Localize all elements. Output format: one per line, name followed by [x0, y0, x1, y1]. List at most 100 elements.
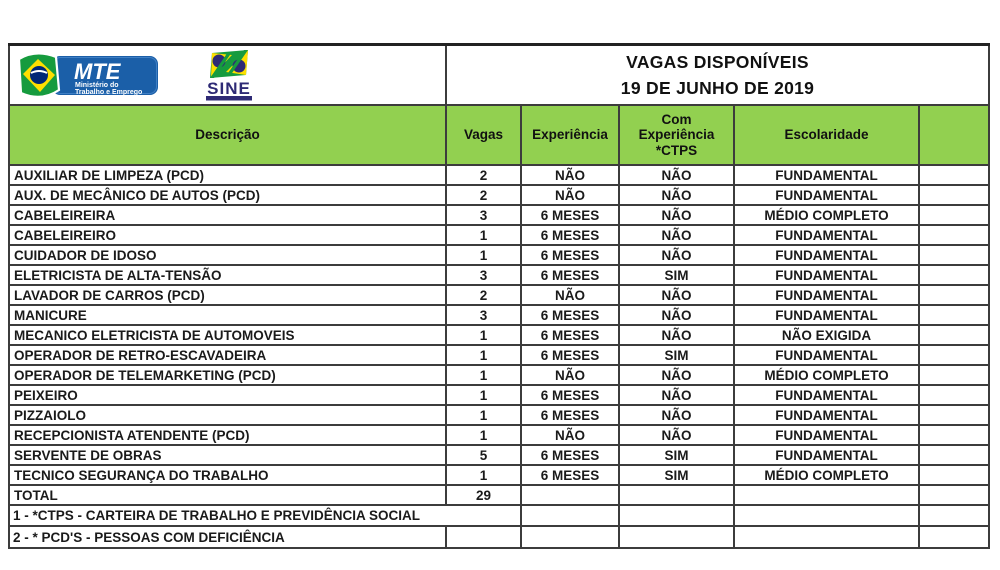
job-row: TECNICO SEGURANÇA DO TRABALHO 1 6 MESES …: [8, 464, 991, 486]
empty-cell: [520, 484, 620, 506]
cell-ctps: SIM: [618, 444, 735, 466]
logo-title-row: MTE Ministério do Trabalho e Emprego: [8, 43, 991, 106]
column-header-vagas: Vagas: [445, 104, 522, 166]
cell-descricao: MANICURE: [8, 304, 447, 326]
sine-label: SINE: [207, 79, 251, 98]
cell-experiencia: 6 MESES: [520, 204, 620, 226]
empty-cell: [520, 525, 620, 549]
cell-experiencia: NÃO: [520, 184, 620, 206]
empty-cell: [917, 484, 991, 506]
job-row: LAVADOR DE CARROS (PCD) 2 NÃO NÃO FUNDAM…: [8, 284, 991, 306]
empty-cell: [733, 484, 920, 506]
empty-cell: [520, 504, 620, 527]
empty-cell: [917, 184, 991, 206]
cell-vagas: 3: [445, 204, 522, 226]
footnote-pcd: 2 - * PCD'S - PESSOAS COM DEFICIÊNCIA: [8, 525, 447, 549]
cell-vagas: 1: [445, 244, 522, 266]
logos: MTE Ministério do Trabalho e Emprego: [14, 48, 445, 102]
job-row: ELETRICISTA DE ALTA-TENSÃO 3 6 MESES SIM…: [8, 264, 991, 286]
cell-descricao: CABELEIREIRA: [8, 204, 447, 226]
empty-cell: [618, 504, 735, 527]
cell-vagas: 2: [445, 284, 522, 306]
cell-vagas: 3: [445, 264, 522, 286]
cell-descricao: LAVADOR DE CARROS (PCD): [8, 284, 447, 306]
empty-cell: [917, 164, 991, 186]
cell-experiencia: 6 MESES: [520, 304, 620, 326]
empty-cell: [917, 525, 991, 549]
cell-experiencia: 6 MESES: [520, 264, 620, 286]
cell-vagas: 5: [445, 444, 522, 466]
cell-ctps: NÃO: [618, 324, 735, 346]
cell-ctps: SIM: [618, 344, 735, 366]
cell-ctps: NÃO: [618, 164, 735, 186]
sine-banner: [206, 96, 252, 101]
cell-ctps: NÃO: [618, 384, 735, 406]
cell-vagas: 1: [445, 344, 522, 366]
table-header-area: MTE Ministério do Trabalho e Emprego: [8, 43, 991, 166]
cell-descricao: CABELEIREIRO: [8, 224, 447, 246]
empty-cell: [917, 244, 991, 266]
total-label: TOTAL: [8, 484, 447, 506]
empty-cell: [917, 504, 991, 527]
job-row: MECANICO ELETRICISTA DE AUTOMOVEIS 1 6 M…: [8, 324, 991, 346]
cell-vagas: 1: [445, 364, 522, 386]
cell-escolaridade: MÉDIO COMPLETO: [733, 364, 920, 386]
cell-descricao: MECANICO ELETRICISTA DE AUTOMOVEIS: [8, 324, 447, 346]
empty-cell: [917, 364, 991, 386]
cell-vagas: 1: [445, 424, 522, 446]
cell-escolaridade: FUNDAMENTAL: [733, 184, 920, 206]
cell-experiencia: 6 MESES: [520, 444, 620, 466]
cell-experiencia: 6 MESES: [520, 384, 620, 406]
total-value: 29: [445, 484, 522, 506]
cell-descricao: PEIXEIRO: [8, 384, 447, 406]
brazil-flag-icon: [17, 52, 61, 98]
cell-vagas: 1: [445, 224, 522, 246]
cell-experiencia: 6 MESES: [520, 224, 620, 246]
cell-experiencia: NÃO: [520, 364, 620, 386]
cell-descricao: CUIDADOR DE IDOSO: [8, 244, 447, 266]
jobs-table: MTE Ministério do Trabalho e Emprego: [8, 43, 991, 549]
cell-experiencia: 6 MESES: [520, 464, 620, 486]
cell-ctps: NÃO: [618, 224, 735, 246]
cell-escolaridade: NÃO EXIGIDA: [733, 324, 920, 346]
job-row: CABELEIREIRA 3 6 MESES NÃO MÉDIO COMPLET…: [8, 204, 991, 226]
cell-escolaridade: FUNDAMENTAL: [733, 284, 920, 306]
job-row: PEIXEIRO 1 6 MESES NÃO FUNDAMENTAL: [8, 384, 991, 406]
empty-cell: [917, 324, 991, 346]
cell-experiencia: NÃO: [520, 424, 620, 446]
empty-cell: [618, 484, 735, 506]
cell-descricao: OPERADOR DE RETRO-ESCAVADEIRA: [8, 344, 447, 366]
mte-logo: MTE Ministério do Trabalho e Emprego: [17, 52, 158, 98]
empty-cell: [917, 384, 991, 406]
empty-cell: [733, 504, 920, 527]
empty-cell: [917, 284, 991, 306]
job-row: OPERADOR DE TELEMARKETING (PCD) 1 NÃO NÃ…: [8, 364, 991, 386]
column-header-descricao: Descrição: [8, 104, 447, 166]
empty-cell: [917, 224, 991, 246]
job-row: CUIDADOR DE IDOSO 1 6 MESES NÃO FUNDAMEN…: [8, 244, 991, 266]
cell-descricao: SERVENTE DE OBRAS: [8, 444, 447, 466]
cell-vagas: 3: [445, 304, 522, 326]
title-cell: VAGAS DISPONÍVEIS 19 DE JUNHO DE 2019: [444, 43, 991, 106]
empty-cell: [917, 424, 991, 446]
cell-experiencia: 6 MESES: [520, 324, 620, 346]
cell-ctps: NÃO: [618, 284, 735, 306]
cell-ctps: NÃO: [618, 204, 735, 226]
cell-vagas: 1: [445, 404, 522, 426]
column-header-row: Descrição Vagas Experiência Com Experiên…: [8, 104, 991, 166]
cell-escolaridade: FUNDAMENTAL: [733, 264, 920, 286]
cell-vagas: 1: [445, 324, 522, 346]
cell-escolaridade: MÉDIO COMPLETO: [733, 464, 920, 486]
cell-descricao: AUX. DE MECÂNICO DE AUTOS (PCD): [8, 184, 447, 206]
footnote-row-1: 1 - *CTPS - CARTEIRA DE TRABALHO E PREVI…: [8, 504, 991, 527]
cell-experiencia: NÃO: [520, 164, 620, 186]
job-row: PIZZAIOLO 1 6 MESES NÃO FUNDAMENTAL: [8, 404, 991, 426]
empty-cell: [917, 464, 991, 486]
cell-ctps: NÃO: [618, 184, 735, 206]
cell-descricao: AUXILIAR DE LIMPEZA (PCD): [8, 164, 447, 186]
cell-escolaridade: FUNDAMENTAL: [733, 304, 920, 326]
empty-cell: [618, 525, 735, 549]
column-header-ctps: Com Experiência *CTPS: [618, 104, 735, 166]
empty-cell: [917, 304, 991, 326]
